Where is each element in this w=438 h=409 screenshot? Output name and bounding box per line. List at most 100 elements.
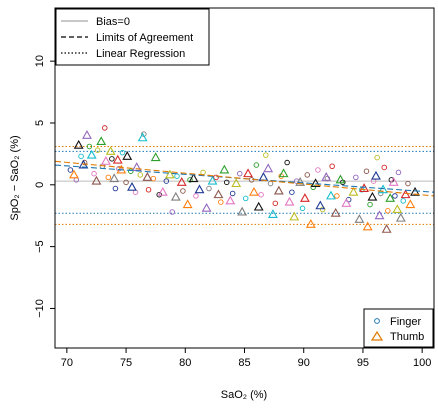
thumb-point bbox=[101, 155, 111, 165]
thumb-point bbox=[299, 193, 310, 202]
legend-bottom-box bbox=[363, 308, 434, 348]
legend-top: Bias=0 Limits of Agreement Linear Regres… bbox=[55, 8, 210, 66]
thumb-point bbox=[150, 152, 161, 162]
x-tick-label: 90 bbox=[298, 357, 310, 369]
finger-point bbox=[405, 180, 411, 187]
x-tick-label: 80 bbox=[179, 357, 191, 369]
legend-label-limits: Limits of Agreement bbox=[96, 32, 193, 44]
finger-point bbox=[86, 143, 93, 150]
finger-point bbox=[395, 169, 402, 176]
regression-lines bbox=[54, 160, 435, 197]
thumb-point bbox=[362, 221, 373, 231]
thumb-point bbox=[82, 130, 92, 139]
thumb-point bbox=[326, 190, 336, 200]
thumb-point bbox=[263, 163, 274, 173]
thumb-point bbox=[367, 191, 378, 201]
legend-label-bias: Bias=0 bbox=[96, 16, 130, 28]
thumb-point bbox=[164, 169, 175, 179]
thumb-point bbox=[310, 178, 321, 188]
thumb-point bbox=[392, 204, 403, 214]
finger-point bbox=[193, 193, 199, 199]
axes: 70 75 80 85 90 95 100 −10 −5 0 5 10 bbox=[34, 55, 431, 369]
thumb-point bbox=[188, 173, 199, 183]
finger-point bbox=[200, 169, 206, 176]
legend-label-thumb: Thumb bbox=[390, 331, 424, 343]
finger-point bbox=[263, 152, 269, 158]
thumb-point bbox=[249, 186, 259, 196]
thumb-point bbox=[243, 168, 253, 178]
thumb-point bbox=[253, 201, 264, 211]
thumb-point bbox=[395, 212, 406, 222]
finger-marker-icon bbox=[374, 318, 380, 324]
finger-point bbox=[289, 189, 295, 195]
thumb-point bbox=[219, 164, 230, 174]
thumb-point bbox=[207, 175, 218, 185]
finger-point bbox=[67, 167, 74, 173]
thumb-point bbox=[194, 184, 205, 194]
y-tick-label: 0 bbox=[34, 182, 46, 188]
x-tick-label: 100 bbox=[413, 357, 431, 369]
thumb-point bbox=[335, 174, 346, 184]
thumb-point bbox=[374, 210, 385, 220]
x-tick-label: 75 bbox=[120, 357, 132, 369]
y-tick-label: −5 bbox=[34, 240, 46, 253]
finger-point bbox=[392, 193, 398, 199]
legend-bottom: Finger Thumb bbox=[363, 308, 434, 348]
finger-point bbox=[119, 149, 126, 156]
thumb-marker-icon bbox=[370, 330, 384, 341]
finger-point bbox=[304, 172, 311, 178]
finger-point bbox=[374, 154, 380, 161]
finger-point bbox=[229, 190, 236, 197]
thumb-point bbox=[388, 176, 399, 186]
finger-point bbox=[94, 147, 101, 153]
thumb-point bbox=[315, 200, 326, 210]
thumb-point bbox=[273, 185, 284, 195]
legend-label-regression: Linear Regression bbox=[96, 48, 185, 60]
finger-point bbox=[329, 163, 335, 170]
thumb-point bbox=[122, 151, 133, 160]
thumb-point bbox=[330, 207, 341, 217]
thumb-point bbox=[142, 172, 153, 181]
finger-point bbox=[253, 162, 260, 168]
data-points bbox=[67, 125, 420, 233]
finger-point bbox=[91, 170, 97, 177]
thumb-point bbox=[231, 178, 242, 188]
thumb-point bbox=[127, 181, 137, 191]
finger-point bbox=[299, 205, 306, 212]
finger-point bbox=[363, 168, 370, 174]
thumb-point bbox=[341, 198, 352, 207]
finger-point bbox=[109, 156, 115, 162]
thumb-point bbox=[284, 196, 295, 206]
legend-label-finger: Finger bbox=[390, 316, 422, 328]
finger-point bbox=[218, 199, 224, 205]
finger-point bbox=[180, 188, 186, 194]
thumb-point bbox=[213, 189, 224, 199]
thumb-point bbox=[201, 202, 212, 212]
thumb-point bbox=[385, 193, 396, 202]
finger-point bbox=[385, 208, 391, 214]
y-tick-label: −10 bbox=[34, 299, 46, 318]
finger-point bbox=[187, 177, 193, 183]
finger-point bbox=[174, 173, 180, 179]
finger-point bbox=[319, 206, 326, 213]
thumb-point bbox=[96, 136, 107, 146]
thumb-point bbox=[381, 223, 392, 233]
thumb-point bbox=[378, 184, 388, 194]
thumb-point bbox=[176, 176, 187, 186]
thumb-point bbox=[354, 214, 365, 223]
thumb-point bbox=[137, 132, 148, 142]
finger-point bbox=[367, 201, 373, 208]
finger-point bbox=[169, 209, 176, 215]
thumb-point bbox=[295, 176, 306, 186]
thumb-point bbox=[157, 186, 168, 196]
thumb-point bbox=[91, 175, 102, 185]
finger-point bbox=[223, 179, 230, 186]
x-tick-label: 70 bbox=[61, 357, 73, 369]
thumb-point bbox=[305, 219, 316, 228]
thumb-point bbox=[109, 173, 120, 183]
thumb-point bbox=[105, 146, 116, 155]
finger-point bbox=[112, 185, 119, 192]
thumb-point bbox=[112, 154, 123, 164]
finger-point bbox=[213, 174, 219, 181]
